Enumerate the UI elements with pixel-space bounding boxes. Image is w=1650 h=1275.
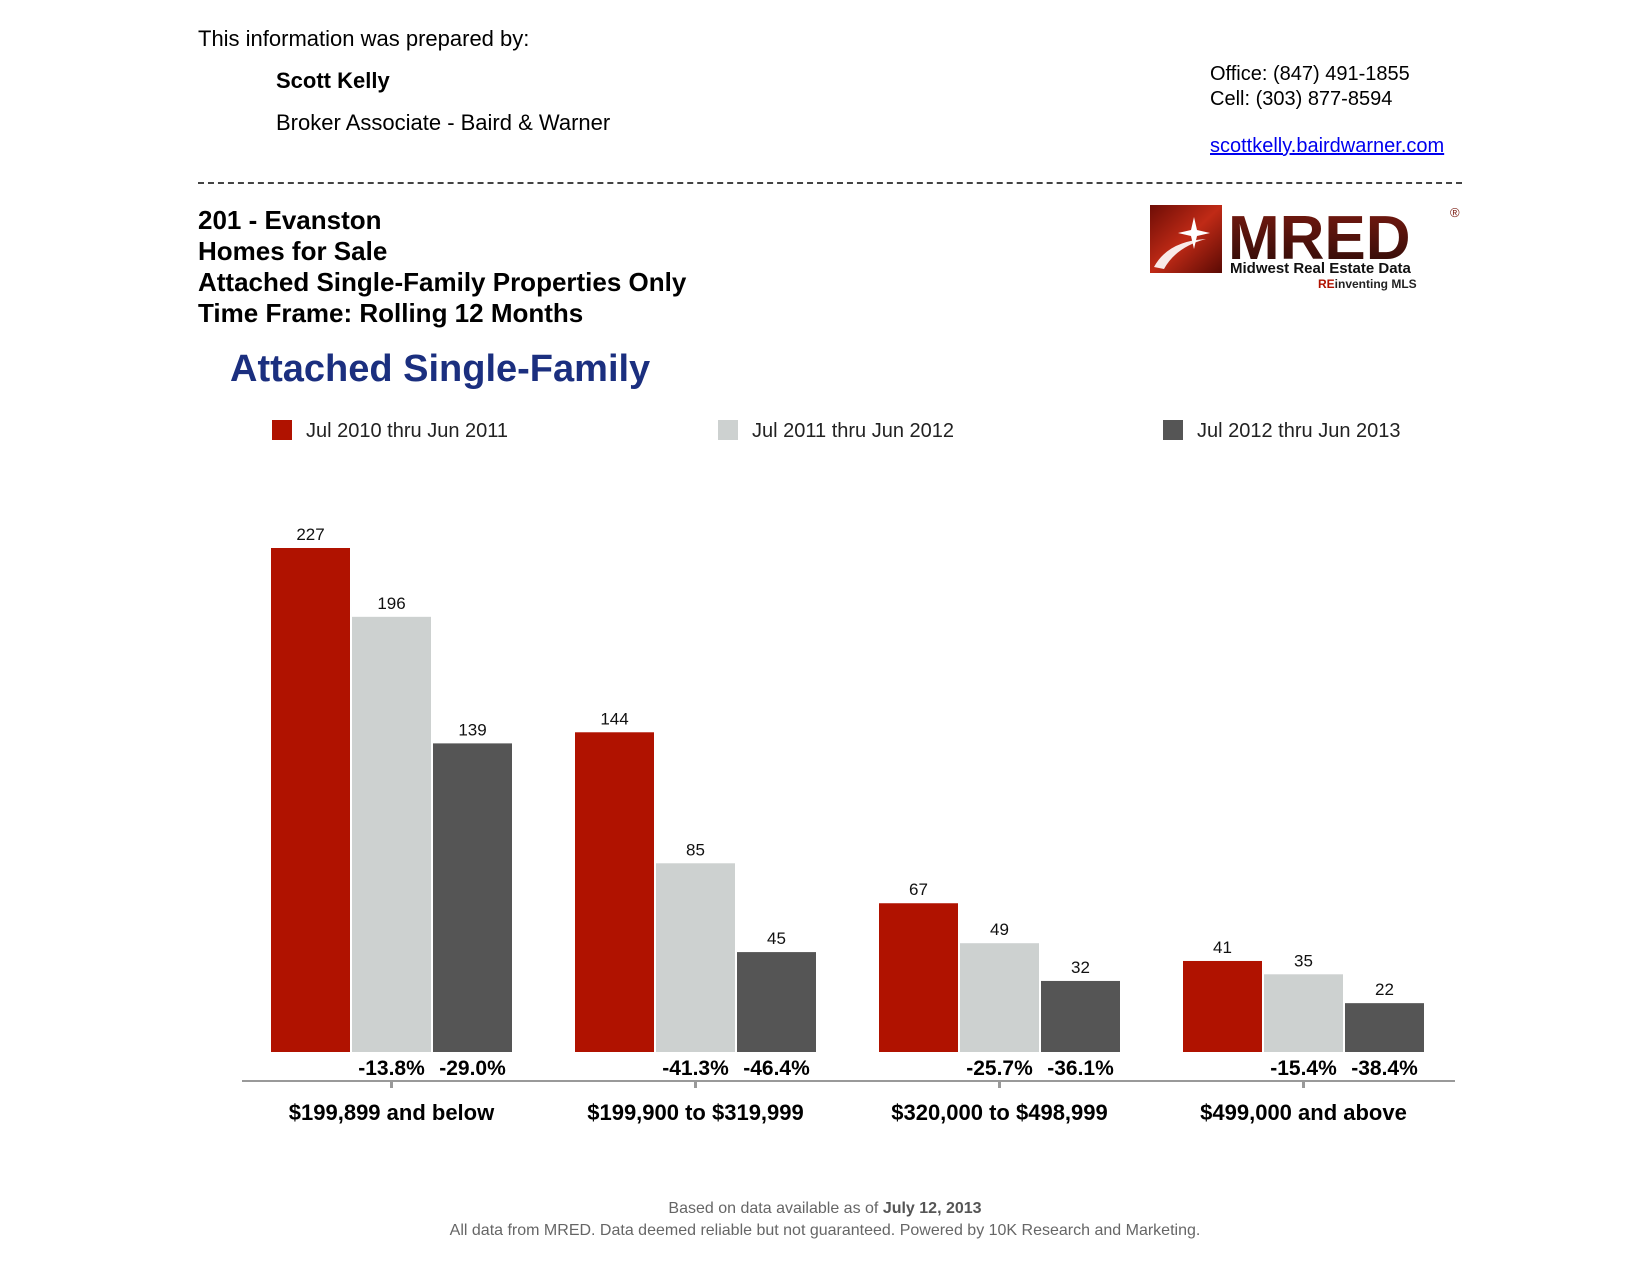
bar-value-label: 45	[767, 929, 786, 948]
mred-logo-graphic: MRED ® Midwest Real Estate Data REinvent…	[1150, 204, 1460, 291]
legend-label-2012: Jul 2012 thru Jun 2013	[1197, 420, 1401, 442]
logo-slogan-rest: inventing MLS	[1335, 277, 1417, 291]
bar-2-1	[960, 943, 1039, 1052]
pct-change-label: -15.4%	[1270, 1057, 1337, 1080]
pct-change-label: -25.7%	[966, 1057, 1033, 1080]
bar-value-label: 35	[1294, 951, 1313, 970]
pct-change-label: -36.1%	[1047, 1057, 1114, 1080]
footer-date: July 12, 2013	[882, 1200, 982, 1217]
bar-3-1	[1264, 974, 1343, 1052]
legend-item-2012: Jul 2012 thru Jun 2013	[1163, 419, 1401, 443]
bar-value-label: 22	[1375, 980, 1394, 999]
bar-value-label: 139	[458, 720, 486, 739]
pct-change-label: -41.3%	[662, 1057, 729, 1080]
footer-disclaimer: All data from MRED. Data deemed reliable…	[449, 1222, 1201, 1239]
bar-2-2	[1041, 980, 1120, 1052]
prepared-by-label: This information was prepared by:	[198, 26, 530, 51]
dashed-divider	[198, 182, 1462, 184]
footer-data-date: Based on data available as of July 12, 2…	[0, 1200, 1650, 1218]
report-property-type: Attached Single-Family Properties Only	[198, 267, 687, 297]
report-time-frame: Time Frame: Rolling 12 Months	[198, 298, 584, 328]
office-phone: Office: (847) 491-1855	[1210, 63, 1410, 85]
bar-3-0	[1183, 960, 1262, 1052]
star-icon	[1178, 217, 1210, 249]
footer-based-on: Based on data available as of	[668, 1200, 879, 1217]
bar-1-1	[656, 863, 735, 1052]
category-label: $320,000 to $498,999	[891, 1100, 1108, 1125]
legend-swatch-2011	[718, 419, 738, 440]
bar-0-0	[271, 548, 350, 1052]
bar-value-label: 144	[600, 709, 628, 728]
category-label: $199,899 and below	[289, 1100, 495, 1125]
logo-wordmark: MRED	[1228, 204, 1411, 273]
agent-name: Scott Kelly	[276, 68, 390, 93]
website-link[interactable]: scottkelly.bairdwarner.com	[1210, 135, 1445, 157]
mred-logo: MRED ® Midwest Real Estate Data REinvent…	[1150, 203, 1465, 293]
swoosh-icon	[1154, 239, 1206, 269]
legend-label-2010: Jul 2010 thru Jun 2011	[306, 420, 509, 442]
pct-change-label: -46.4%	[743, 1057, 810, 1080]
bar-0-2	[433, 743, 512, 1052]
category-label: $199,900 to $319,999	[587, 1100, 804, 1125]
agent-title: Broker Associate - Baird & Warner	[276, 110, 611, 135]
bar-1-2	[737, 952, 816, 1052]
chart-title: Attached Single-Family	[230, 348, 651, 390]
logo-slogan-prefix: RE	[1318, 277, 1335, 291]
legend-item-2011: Jul 2011 thru Jun 2012	[718, 419, 955, 443]
report-subject: Homes for Sale	[198, 236, 388, 266]
pct-change-label: -29.0%	[439, 1057, 506, 1080]
pct-change-label: -38.4%	[1351, 1057, 1418, 1080]
legend-swatch-2012	[1163, 419, 1183, 440]
svg-text:REinventing MLS: REinventing MLS	[1318, 277, 1417, 291]
bar-1-0	[575, 732, 654, 1052]
legend-swatch-2010	[272, 419, 292, 440]
legend-item-2010: Jul 2010 thru Jun 2011	[272, 419, 509, 443]
bar-value-label: 227	[296, 525, 324, 544]
report-area: 201 - Evanston	[198, 205, 382, 235]
category-label: $499,000 and above	[1200, 1100, 1407, 1125]
bar-value-label: 32	[1071, 958, 1090, 977]
bar-value-label: 196	[377, 594, 405, 613]
bar-value-label: 67	[909, 880, 928, 899]
pct-change-label: -13.8%	[358, 1057, 425, 1080]
legend-label-2011: Jul 2011 thru Jun 2012	[752, 420, 955, 442]
cell-phone: Cell: (303) 877-8594	[1210, 88, 1393, 110]
bar-value-label: 49	[990, 920, 1009, 939]
bar-2-0	[879, 903, 958, 1052]
logo-tagline: Midwest Real Estate Data	[1230, 260, 1412, 277]
bar-3-2	[1345, 1003, 1424, 1052]
bar-value-label: 41	[1213, 938, 1232, 957]
registered-mark: ®	[1450, 205, 1460, 220]
bar-0-1	[352, 616, 431, 1052]
bar-value-label: 85	[686, 840, 705, 859]
